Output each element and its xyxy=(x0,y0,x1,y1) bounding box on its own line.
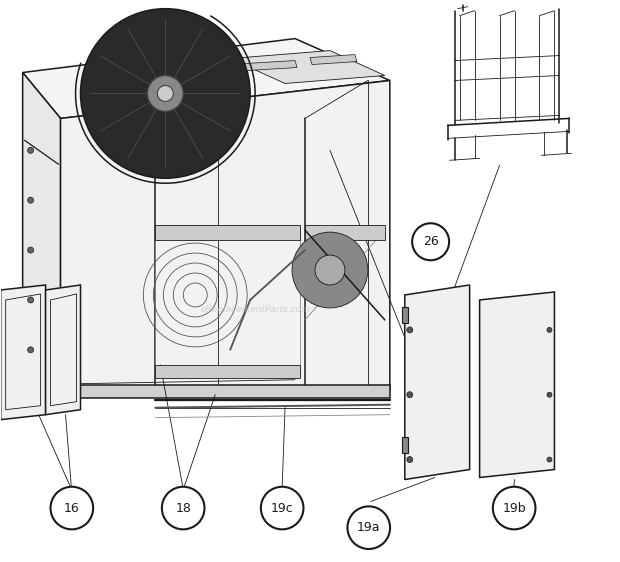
Circle shape xyxy=(547,457,552,462)
Circle shape xyxy=(547,328,552,332)
Polygon shape xyxy=(245,61,297,70)
Polygon shape xyxy=(156,365,300,378)
Circle shape xyxy=(261,487,303,529)
Polygon shape xyxy=(23,72,61,389)
Circle shape xyxy=(315,255,345,285)
Polygon shape xyxy=(310,55,357,65)
Circle shape xyxy=(407,327,413,333)
Polygon shape xyxy=(480,292,554,478)
Circle shape xyxy=(162,487,205,529)
FancyBboxPatch shape xyxy=(402,307,408,323)
Circle shape xyxy=(157,85,174,102)
Text: 18: 18 xyxy=(175,501,191,515)
Circle shape xyxy=(292,232,368,308)
Polygon shape xyxy=(61,80,390,389)
Polygon shape xyxy=(46,285,81,415)
Circle shape xyxy=(28,197,33,203)
FancyBboxPatch shape xyxy=(402,437,408,452)
Circle shape xyxy=(493,487,536,529)
Circle shape xyxy=(148,75,184,111)
Circle shape xyxy=(28,247,33,253)
Polygon shape xyxy=(305,225,385,240)
Circle shape xyxy=(28,297,33,303)
Circle shape xyxy=(407,456,413,463)
Circle shape xyxy=(81,8,250,178)
Circle shape xyxy=(547,392,552,397)
Text: eReplacementParts.com: eReplacementParts.com xyxy=(200,305,310,314)
Text: 19a: 19a xyxy=(357,521,381,534)
Circle shape xyxy=(50,487,93,529)
Polygon shape xyxy=(405,285,469,479)
Text: 16: 16 xyxy=(64,501,80,515)
Polygon shape xyxy=(156,225,300,240)
Text: 19c: 19c xyxy=(271,501,293,515)
Polygon shape xyxy=(230,51,385,84)
Circle shape xyxy=(347,506,390,549)
Text: 26: 26 xyxy=(423,235,438,248)
Polygon shape xyxy=(23,385,390,398)
Circle shape xyxy=(28,147,33,153)
Polygon shape xyxy=(1,285,46,420)
Circle shape xyxy=(28,347,33,353)
Circle shape xyxy=(407,392,413,398)
Text: 19b: 19b xyxy=(502,501,526,515)
Polygon shape xyxy=(23,39,390,119)
Circle shape xyxy=(412,223,449,260)
